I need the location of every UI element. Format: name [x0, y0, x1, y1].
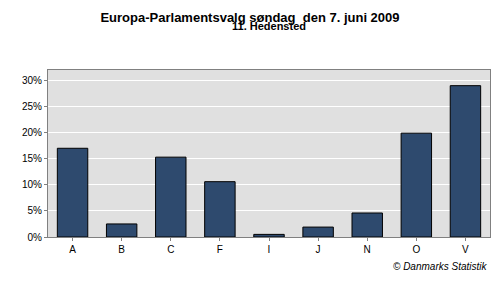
svg-text:30%: 30%: [22, 75, 42, 86]
svg-text:V: V: [462, 244, 469, 255]
svg-text:© Danmarks Statistik: © Danmarks Statistik: [393, 261, 488, 272]
svg-text:11. Hedensted: 11. Hedensted: [232, 20, 306, 32]
svg-text:A: A: [69, 244, 76, 255]
svg-text:N: N: [364, 244, 371, 255]
svg-text:15%: 15%: [22, 153, 42, 164]
svg-text:J: J: [316, 244, 321, 255]
svg-text:5%: 5%: [28, 205, 43, 216]
svg-text:O: O: [412, 244, 420, 255]
svg-text:F: F: [217, 244, 223, 255]
svg-text:20%: 20%: [22, 127, 42, 138]
svg-text:I: I: [268, 244, 271, 255]
svg-text:B: B: [118, 244, 125, 255]
svg-text:0%: 0%: [28, 232, 43, 243]
svg-text:C: C: [167, 244, 174, 255]
svg-text:25%: 25%: [22, 101, 42, 112]
svg-text:10%: 10%: [22, 179, 42, 190]
svg-text:Europa-Parlamentsvalg søndag: Europa-Parlamentsvalg søndag den 7. juni…: [100, 10, 399, 25]
